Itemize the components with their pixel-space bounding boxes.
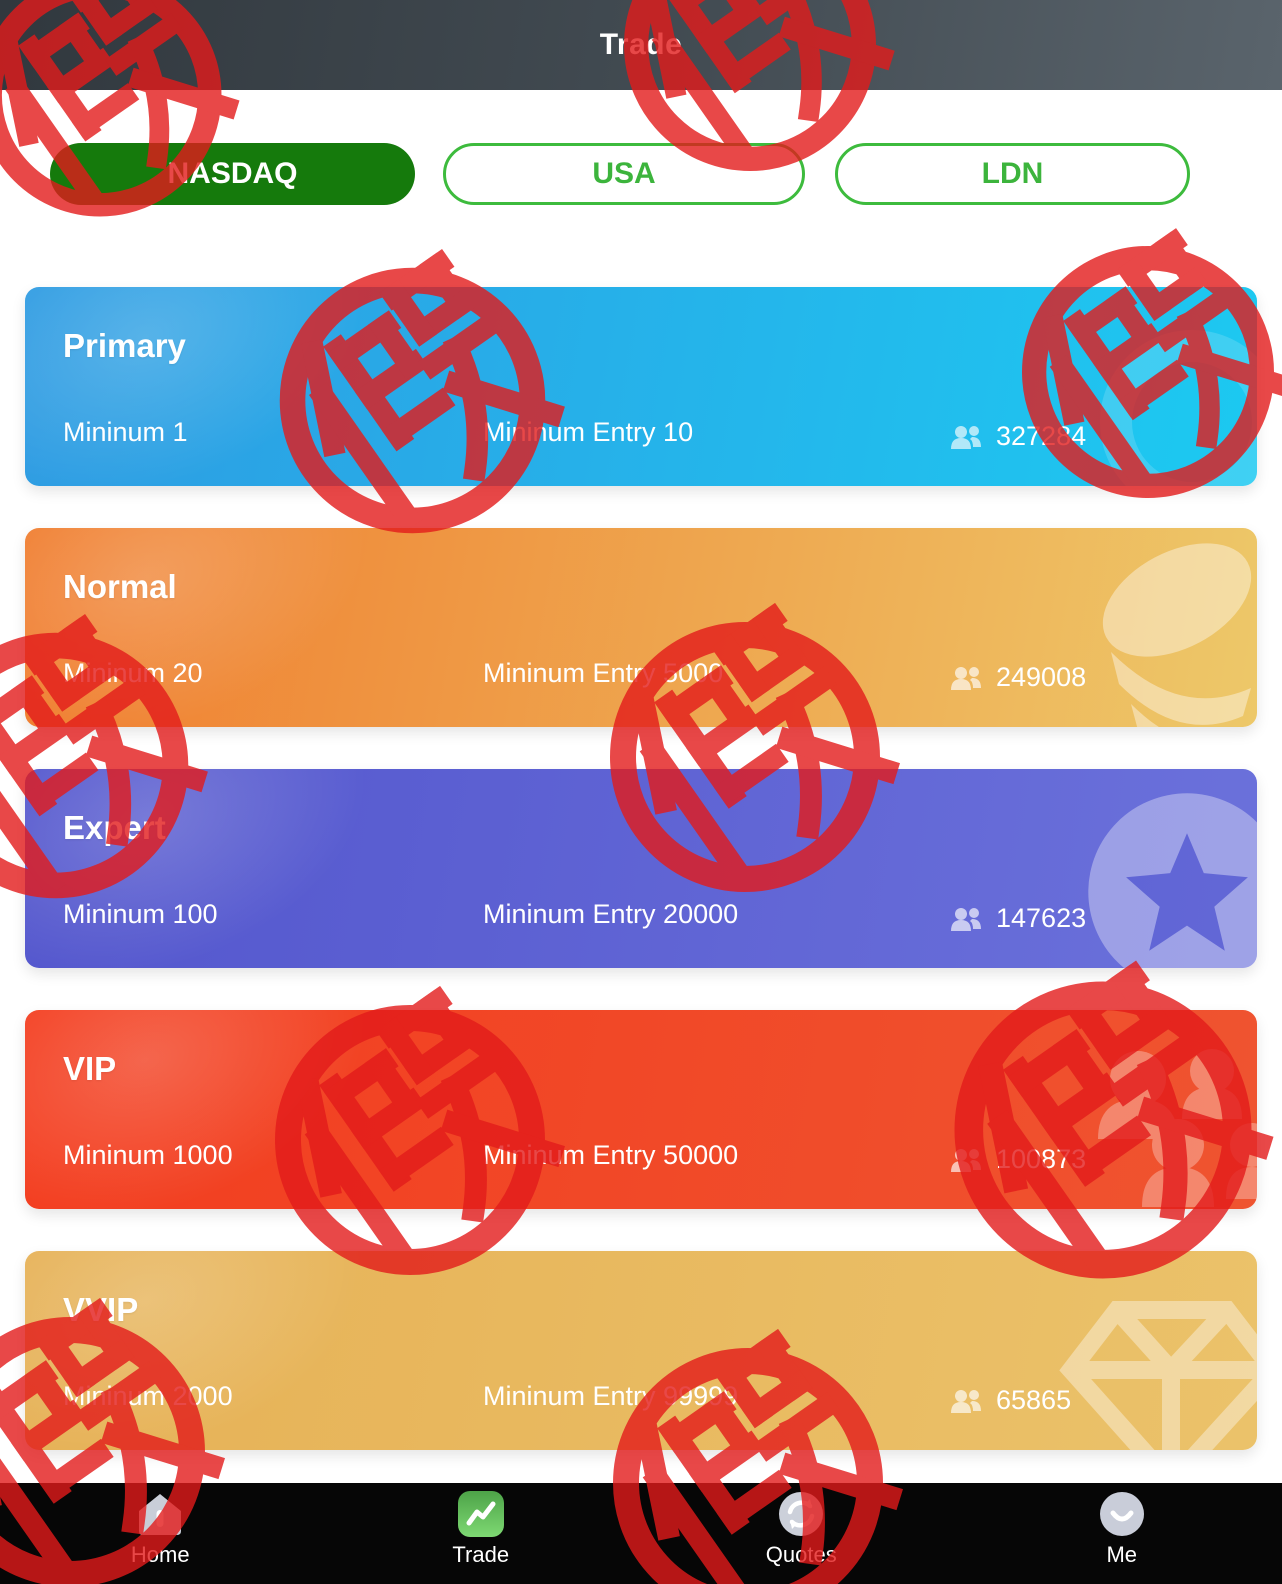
users-count: 100873: [996, 1144, 1087, 1174]
tier-minimum: Mininum 20: [63, 658, 203, 688]
tier-card-vip[interactable]: VIP Mininum 1000 Mininum Entry 50000 100…: [25, 1010, 1257, 1209]
bottom-nav: Home Trade Quo: [0, 1483, 1282, 1584]
tab-ldn[interactable]: LDN: [835, 143, 1190, 205]
nav-item-me[interactable]: Me: [962, 1483, 1282, 1584]
tier-card-primary[interactable]: Primary Mininum 1 Mininum Entry 10 32728…: [25, 287, 1257, 486]
tier-entry: Mininum Entry 10: [483, 417, 694, 447]
tier-minimum: Mininum 2000: [63, 1381, 233, 1411]
tier-name: Primary: [63, 327, 186, 364]
tier-name: VIP: [63, 1050, 117, 1087]
users-count-icon: [951, 1148, 981, 1172]
tier-minimum: Mininum 100: [63, 899, 218, 929]
gem-icon: [1059, 1301, 1257, 1450]
nav-item-quotes[interactable]: Quotes: [641, 1483, 962, 1584]
nav-label-home: Home: [130, 1542, 190, 1567]
tier-name: Normal: [63, 568, 177, 605]
users-count: 327284: [996, 421, 1087, 451]
crowd-icon: [1098, 1049, 1257, 1207]
users-count-icon: [951, 425, 981, 449]
tier-minimum: Mininum 1000: [63, 1140, 233, 1170]
tier-name: Expert: [63, 809, 166, 846]
tier-entry: Mininum Entry 5000: [483, 658, 724, 688]
tier-card-vvip[interactable]: VVIP Mininum 2000 Mininum Entry 99999 65…: [25, 1251, 1257, 1450]
users-count: 249008: [996, 662, 1087, 692]
home-icon: [136, 1490, 184, 1538]
page-title: Trade: [599, 28, 683, 61]
quotes-icon: [777, 1490, 825, 1538]
tier-entry: Mininum Entry 99999: [483, 1381, 739, 1411]
tier-users: 100873: [950, 1144, 1086, 1175]
badge-circle-icon: [1100, 330, 1257, 486]
tier-card-expert[interactable]: Expert Mininum 100 Mininum Entry 20000 1…: [25, 769, 1257, 968]
users-count-icon: [951, 666, 981, 690]
nav-label-trade: Trade: [452, 1542, 510, 1567]
app-header: Trade: [0, 0, 1282, 90]
tier-entry: Mininum Entry 50000: [483, 1140, 739, 1170]
users-count: 65865: [996, 1385, 1072, 1415]
star-badge-icon: [1088, 793, 1257, 968]
tab-ldn-label: LDN: [981, 157, 1044, 190]
tab-nasdaq-label: NASDAQ: [167, 157, 298, 190]
tab-usa-label: USA: [592, 157, 656, 190]
users-count-icon: [951, 1389, 981, 1413]
nav-label-quotes: Quotes: [765, 1542, 837, 1567]
tier-users: 327284: [950, 421, 1086, 452]
tier-minimum: Mininum 1: [63, 417, 188, 447]
tier-card-normal[interactable]: Normal Mininum 20 Mininum Entry 5000 249…: [25, 528, 1257, 727]
tier-users: 65865: [950, 1385, 1071, 1416]
users-count-icon: [951, 907, 981, 931]
tier-users: 147623: [950, 903, 1086, 934]
nav-item-trade[interactable]: Trade: [321, 1483, 642, 1584]
tab-nasdaq[interactable]: NASDAQ: [50, 143, 415, 205]
coin-stack-icon: [1102, 543, 1252, 727]
me-icon: [1098, 1490, 1146, 1538]
trade-icon: [457, 1490, 505, 1538]
tier-users: 249008: [950, 662, 1086, 693]
nav-label-me: Me: [1106, 1542, 1138, 1567]
users-count: 147623: [996, 903, 1087, 933]
tab-usa[interactable]: USA: [443, 143, 805, 205]
tier-entry: Mininum Entry 20000: [483, 899, 739, 929]
nav-item-home[interactable]: Home: [0, 1483, 321, 1584]
tier-name: VVIP: [63, 1291, 139, 1328]
